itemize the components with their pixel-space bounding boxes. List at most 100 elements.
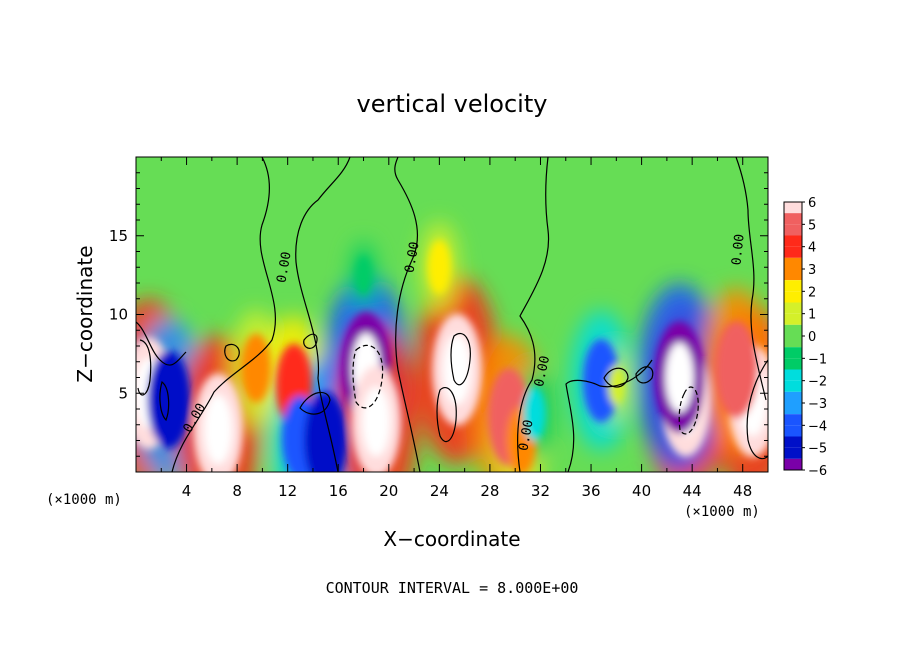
x-tick-label: 40 bbox=[632, 482, 651, 500]
colorbar-swatch bbox=[784, 269, 802, 281]
colorbar-swatch bbox=[784, 391, 802, 403]
colorbar-swatch bbox=[784, 425, 802, 437]
x-tick-label: 4 bbox=[182, 482, 192, 500]
colorbar-swatch bbox=[784, 313, 802, 325]
colorbar-tick-label: −1 bbox=[808, 352, 827, 367]
contour-labels: 0.00 0.00 0.00 0.00 0.00 0.00 bbox=[181, 233, 748, 452]
colorbar-swatch bbox=[784, 246, 802, 258]
plot-area: 0.00 0.00 0.00 0.00 0.00 0.00 bbox=[136, 157, 768, 472]
colorbar bbox=[783, 201, 805, 471]
colorbar-tick-label: −4 bbox=[808, 419, 827, 434]
colorbar-swatch bbox=[784, 280, 802, 292]
field-core-layer bbox=[136, 240, 768, 472]
zero-contour-line bbox=[303, 333, 318, 349]
colorbar-swatch bbox=[784, 458, 802, 470]
y-tick-label: 5 bbox=[118, 384, 128, 402]
colorbar-tick-label: 3 bbox=[808, 263, 816, 278]
colorbar-swatch bbox=[784, 291, 802, 303]
colorbar-swatch bbox=[784, 257, 802, 269]
velocity-core bbox=[355, 255, 372, 296]
x-tick-label: 24 bbox=[430, 482, 449, 500]
x-tick-label: 28 bbox=[480, 482, 499, 500]
negative-contour-line bbox=[352, 344, 384, 409]
colorbar-tick-label: 6 bbox=[808, 196, 816, 211]
positive-contour-line bbox=[450, 332, 471, 386]
y-tick-labels: 5 10 15 bbox=[109, 227, 128, 403]
velocity-extreme bbox=[204, 394, 233, 465]
positive-contour-line bbox=[436, 387, 457, 443]
x-tick-label: 8 bbox=[232, 482, 242, 500]
colorbar-tick-label: −5 bbox=[808, 442, 827, 457]
y-ticks bbox=[136, 172, 768, 457]
x-axis-label: X−coordinate bbox=[383, 527, 520, 551]
x-unit-right: (×1000 m) bbox=[684, 504, 760, 520]
x-ticks bbox=[160, 157, 744, 472]
colorbar-swatch bbox=[784, 336, 802, 348]
x-unit-left: (×1000 m) bbox=[46, 492, 122, 508]
velocity-core bbox=[582, 339, 620, 423]
negative-contour-line bbox=[678, 386, 699, 435]
colorbar-swatch bbox=[784, 235, 802, 247]
chart-title: vertical velocity bbox=[357, 90, 548, 118]
x-tick-label: 20 bbox=[379, 482, 398, 500]
y-tick-label: 10 bbox=[109, 306, 128, 324]
positive-contour-line bbox=[159, 380, 170, 422]
colorbar-swatch bbox=[784, 447, 802, 459]
zero-contour-line bbox=[735, 157, 767, 401]
colorbar-tick-label: 5 bbox=[808, 218, 816, 233]
x-tick-label: 36 bbox=[581, 482, 600, 500]
colorbar-tick-label: −2 bbox=[808, 375, 827, 390]
zero-contour-line bbox=[171, 157, 277, 472]
colorbar-tick-label: −6 bbox=[808, 464, 827, 479]
contour-label: 0.00 bbox=[516, 419, 536, 452]
contour-interval-footer: CONTOUR INTERVAL = 8.000E+00 bbox=[326, 579, 579, 597]
velocity-core bbox=[304, 391, 348, 472]
colorbar-tick-label: 4 bbox=[808, 241, 816, 256]
positive-contour-line bbox=[137, 339, 152, 396]
colorbar-swatch bbox=[784, 369, 802, 381]
contour-label: 0.00 bbox=[532, 354, 553, 388]
zero-contour-line bbox=[565, 359, 653, 472]
colorbar-swatch bbox=[784, 224, 802, 236]
colorbar-swatch bbox=[784, 414, 802, 426]
colorbar-swatch bbox=[784, 213, 802, 225]
colorbar-swatch bbox=[784, 202, 802, 214]
colorbar-tick-label: −3 bbox=[808, 397, 827, 412]
velocity-core bbox=[522, 386, 546, 441]
colorbar-swatch bbox=[784, 302, 802, 314]
contour-label: 0.00 bbox=[274, 251, 294, 284]
velocity-core bbox=[241, 333, 271, 403]
colorbar-swatch bbox=[784, 324, 802, 336]
colorbar-tick-label: 1 bbox=[808, 308, 816, 323]
y-axis-label: Z−coordinate bbox=[73, 245, 97, 382]
y-tick-label: 15 bbox=[109, 227, 128, 245]
zero-contour-lines bbox=[136, 157, 768, 472]
velocity-extreme bbox=[443, 334, 472, 405]
zero-contour-line bbox=[517, 157, 550, 472]
velocity-extreme bbox=[362, 386, 391, 457]
velocity-extreme bbox=[665, 342, 694, 413]
colorbar-swatch bbox=[784, 403, 802, 415]
colorbar-tick-labels: 6 5 4 3 2 1 0 −1 −2 −3 −4 −5 −6 bbox=[808, 196, 827, 479]
x-tick-label: 12 bbox=[278, 482, 297, 500]
x-tick-label: 32 bbox=[531, 482, 550, 500]
zero-contour-line bbox=[295, 157, 351, 472]
x-tick-label: 44 bbox=[683, 482, 702, 500]
velocity-core bbox=[714, 320, 759, 419]
contour-label: 0.00 bbox=[729, 233, 747, 266]
x-tick-label: 16 bbox=[329, 482, 348, 500]
colorbar-swatch bbox=[784, 347, 802, 359]
zero-contour-line bbox=[603, 367, 629, 388]
zero-contour-line bbox=[394, 157, 421, 472]
zero-contour-line bbox=[136, 321, 187, 366]
zero-contour-line bbox=[224, 343, 240, 362]
colorbar-tick-label: 2 bbox=[808, 285, 816, 300]
colorbar-tick-label: 0 bbox=[808, 330, 816, 345]
positive-contour-line bbox=[746, 359, 768, 460]
x-tick-label: 48 bbox=[733, 482, 752, 500]
colorbar-swatch bbox=[784, 436, 802, 448]
colorbar-swatch bbox=[784, 358, 802, 370]
zero-contour-line bbox=[299, 391, 331, 415]
velocity-core bbox=[427, 240, 451, 295]
